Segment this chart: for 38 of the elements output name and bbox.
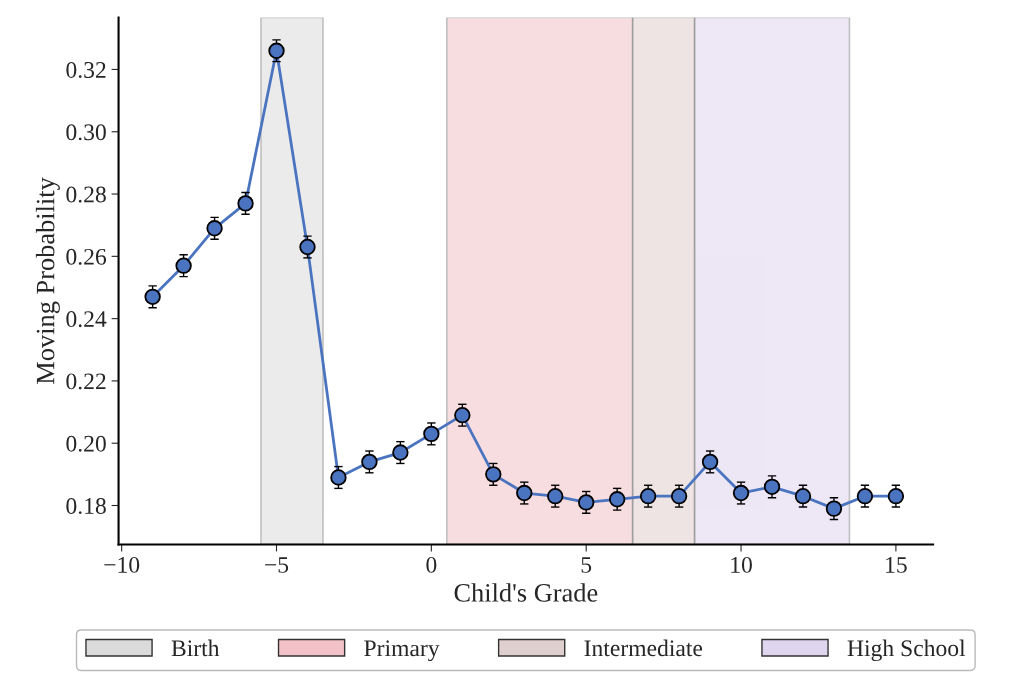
y-tick-label: 0.18	[66, 498, 106, 515]
point	[856, 487, 874, 505]
point	[330, 469, 347, 486]
x-tick-label: 10	[731, 556, 752, 573]
legend-label: Primary	[364, 640, 440, 662]
point	[701, 453, 719, 471]
point	[825, 500, 843, 517]
x-tick-label: 15	[886, 557, 907, 573]
point	[887, 487, 905, 505]
y-tick-label: 0.28	[66, 186, 106, 203]
point	[485, 466, 502, 483]
legend-label: Birth	[171, 639, 220, 657]
point	[732, 484, 750, 502]
legend-label: High School	[847, 639, 966, 662]
y-tick-label: 0.26	[66, 248, 107, 265]
point	[608, 491, 626, 508]
point	[794, 487, 812, 505]
y-tick-label: 0.22	[66, 373, 106, 390]
legend-label: Intermediate	[584, 639, 703, 657]
x-tick-label: 0	[426, 556, 437, 573]
point	[237, 195, 254, 212]
point	[392, 444, 409, 461]
y-axis-title: Moving Probability	[35, 177, 60, 384]
point	[268, 42, 285, 59]
y-tick-label: 0.32	[66, 61, 106, 78]
x-tick-label: −10	[104, 556, 140, 573]
x-tick-label: 5	[581, 557, 592, 573]
point	[175, 257, 192, 274]
point	[639, 487, 657, 505]
point	[763, 478, 781, 496]
point	[206, 220, 223, 237]
y-tick-label: 0.30	[66, 124, 106, 141]
y-tick-label: 0.24	[66, 311, 107, 328]
point	[578, 494, 595, 511]
x-tick-label: −5	[265, 557, 289, 573]
x-axis-title: Child's Grade	[454, 583, 598, 602]
point	[670, 487, 688, 505]
y-tick-label: 0.20	[66, 435, 106, 452]
